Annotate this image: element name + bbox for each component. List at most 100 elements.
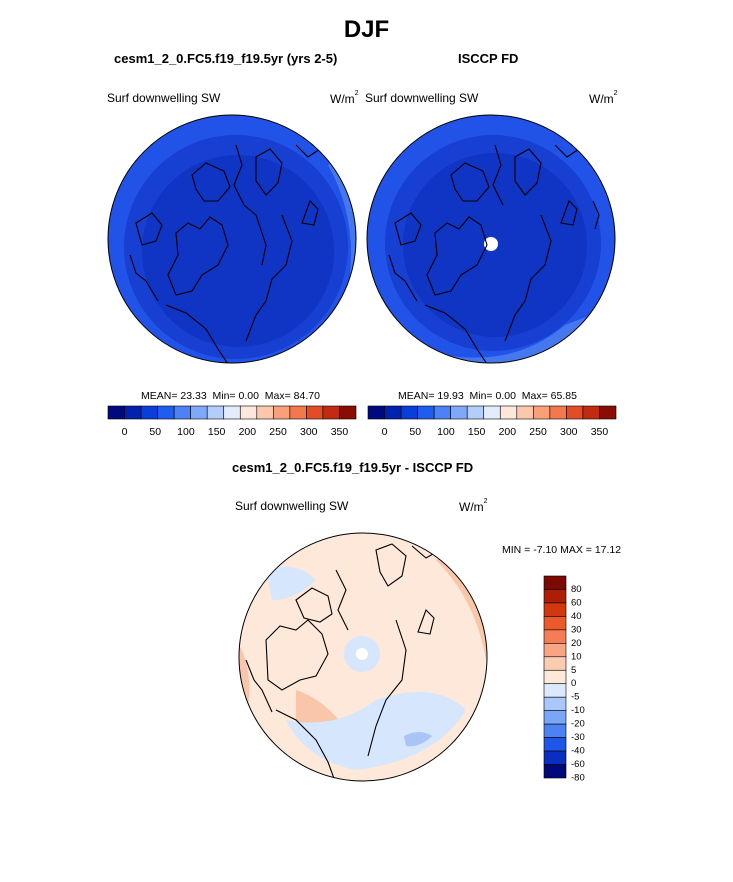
diff-map-cool-nw xyxy=(266,566,316,600)
diff-min: -7.10 xyxy=(533,544,558,556)
model-colorbar-swatch xyxy=(322,405,340,420)
diff-colorbar-tick-label: -5 xyxy=(571,692,579,703)
obs-colorbar-swatch xyxy=(367,405,385,420)
obs-map-pole-hole xyxy=(484,237,498,251)
diff-max: 17.12 xyxy=(594,544,622,556)
model-colorbar-swatch xyxy=(173,405,191,420)
model-colorbar-tick-label: 150 xyxy=(208,426,226,438)
obs-mean: 19.93 xyxy=(437,390,464,402)
obs-colorbar-tick-label: 100 xyxy=(437,426,455,438)
diff-panel-title: cesm1_2_0.FC5.f19_f19.5yr - ISCCP FD xyxy=(232,460,474,475)
model-colorbar-tick-label: 200 xyxy=(239,426,257,438)
model-colorbar-swatch xyxy=(289,405,307,420)
diff-polar-map xyxy=(238,532,488,782)
obs-colorbar-tick-label: 300 xyxy=(560,426,578,438)
model-panel-variable-label: Surf downwelling SW xyxy=(107,91,221,105)
diff-colorbar-swatch xyxy=(543,602,567,617)
diff-colorbar-swatch xyxy=(543,737,567,752)
model-colorbar-swatch xyxy=(239,405,258,420)
model-colorbar-swatch xyxy=(140,405,158,420)
obs-colorbar-tick-label: 200 xyxy=(499,426,517,438)
model-map-inner-band xyxy=(142,155,334,347)
obs-colorbar-tick-label: 350 xyxy=(591,426,609,438)
diff-colorbar-swatch xyxy=(543,696,567,711)
obs-panel-units: W/m2 xyxy=(589,90,618,106)
diff-colorbar-tick-label: -20 xyxy=(571,719,585,730)
model-polar-map xyxy=(107,114,357,364)
diff-colorbar-swatch xyxy=(543,589,567,604)
model-colorbar-swatch xyxy=(256,405,274,420)
model-mean: 23.33 xyxy=(180,390,207,402)
obs-colorbar-swatch xyxy=(533,405,551,420)
diff-colorbar-swatch xyxy=(543,643,567,658)
diff-panel-stats: MIN = -7.10 MAX = 17.12 xyxy=(502,544,622,556)
obs-colorbar-swatch xyxy=(549,405,567,420)
model-colorbar-tick-label: 50 xyxy=(149,426,161,438)
diff-colorbar-swatch xyxy=(543,656,567,671)
obs-coastlines xyxy=(388,144,600,363)
diff-colorbar-tick-label: 40 xyxy=(571,611,582,622)
model-colorbar-tick-label: 350 xyxy=(331,426,349,438)
diff-panel-variable-label: Surf downwelling SW xyxy=(235,499,349,513)
obs-polar-map xyxy=(366,114,616,364)
model-panel-title: cesm1_2_0.FC5.f19_f19.5yr (yrs 2-5) xyxy=(114,51,338,66)
model-min: 0.00 xyxy=(238,390,259,402)
diff-colorbar-tick-label: 30 xyxy=(571,624,582,635)
diff-colorbar-swatch xyxy=(543,616,567,631)
obs-colorbar-tick-label: 250 xyxy=(529,426,547,438)
diff-colorbar-swatch xyxy=(543,683,567,698)
obs-colorbar-swatch xyxy=(450,405,468,420)
obs-panel-variable-label: Surf downwelling SW xyxy=(365,91,479,105)
obs-panel-stats: MEAN= 19.93 Min= 0.00 Max= 65.85 xyxy=(398,390,577,402)
diff-colorbar-tick-label: -30 xyxy=(571,732,585,743)
model-colorbar-swatch xyxy=(273,405,291,420)
obs-colorbar-swatch xyxy=(516,405,534,420)
diff-colorbar-tick-label: -10 xyxy=(571,705,585,716)
model-colorbar-tick-label: 300 xyxy=(300,426,318,438)
diff-map-cool-strong xyxy=(404,732,432,747)
model-colorbar-tick-label: 100 xyxy=(177,426,195,438)
diff-colorbar-tick-label: 60 xyxy=(571,597,582,608)
model-colorbar: 0 50 100 150 200 250 300 350 xyxy=(107,405,357,438)
diff-panel-units: W/m2 xyxy=(459,498,488,514)
obs-colorbar-swatch xyxy=(466,405,485,420)
diff-map-cool-south xyxy=(286,692,466,770)
model-colorbar-swatch xyxy=(306,405,324,420)
obs-colorbar-tick-label: 50 xyxy=(409,426,421,438)
model-max: 84.70 xyxy=(293,390,320,402)
diff-colorbar-swatch xyxy=(543,750,567,765)
model-panel-stats: MEAN= 23.33 Min= 0.00 Max= 84.70 xyxy=(141,390,320,402)
figure-title: DJF xyxy=(343,16,390,43)
diff-colorbar-swatch xyxy=(543,723,567,738)
diff-colorbar-tick-label: 80 xyxy=(571,584,582,595)
obs-colorbar-swatch xyxy=(566,405,584,420)
diff-colorbar-tick-label: 10 xyxy=(571,651,582,662)
model-colorbar-tick-label: 0 xyxy=(122,426,128,438)
obs-panel-title: ISCCP FD xyxy=(458,51,519,66)
diff-colorbar-tick-label: -60 xyxy=(571,759,585,770)
obs-min: 0.00 xyxy=(495,390,516,402)
model-colorbar-swatch xyxy=(206,405,225,420)
obs-colorbar-swatch xyxy=(483,405,501,420)
diff-colorbar-tick-label: 0 xyxy=(571,678,576,689)
diff-map-cool-w xyxy=(239,600,241,630)
obs-colorbar-swatch xyxy=(599,405,617,420)
diff-colorbar-tick-label: -40 xyxy=(571,746,585,757)
obs-max: 65.85 xyxy=(550,390,577,402)
model-colorbar-tick-label: 250 xyxy=(269,426,287,438)
diff-colorbar-swatch xyxy=(543,629,567,644)
obs-colorbar-swatch xyxy=(433,405,451,420)
obs-colorbar-tick-label: 150 xyxy=(468,426,486,438)
diff-colorbar-swatch xyxy=(543,764,567,779)
model-colorbar-swatch xyxy=(339,405,357,420)
diff-colorbar-swatch xyxy=(543,710,567,725)
model-colorbar-swatch xyxy=(124,405,142,420)
diff-colorbar-tick-label: -80 xyxy=(571,773,585,782)
diff-colorbar-swatch xyxy=(543,575,567,590)
model-colorbar-swatch xyxy=(157,405,175,420)
obs-colorbar-tick-label: 0 xyxy=(382,426,388,438)
obs-colorbar-swatch xyxy=(582,405,600,420)
model-colorbar-swatch xyxy=(223,405,241,420)
model-colorbar-swatch xyxy=(190,405,208,420)
obs-colorbar-swatch xyxy=(384,405,402,420)
